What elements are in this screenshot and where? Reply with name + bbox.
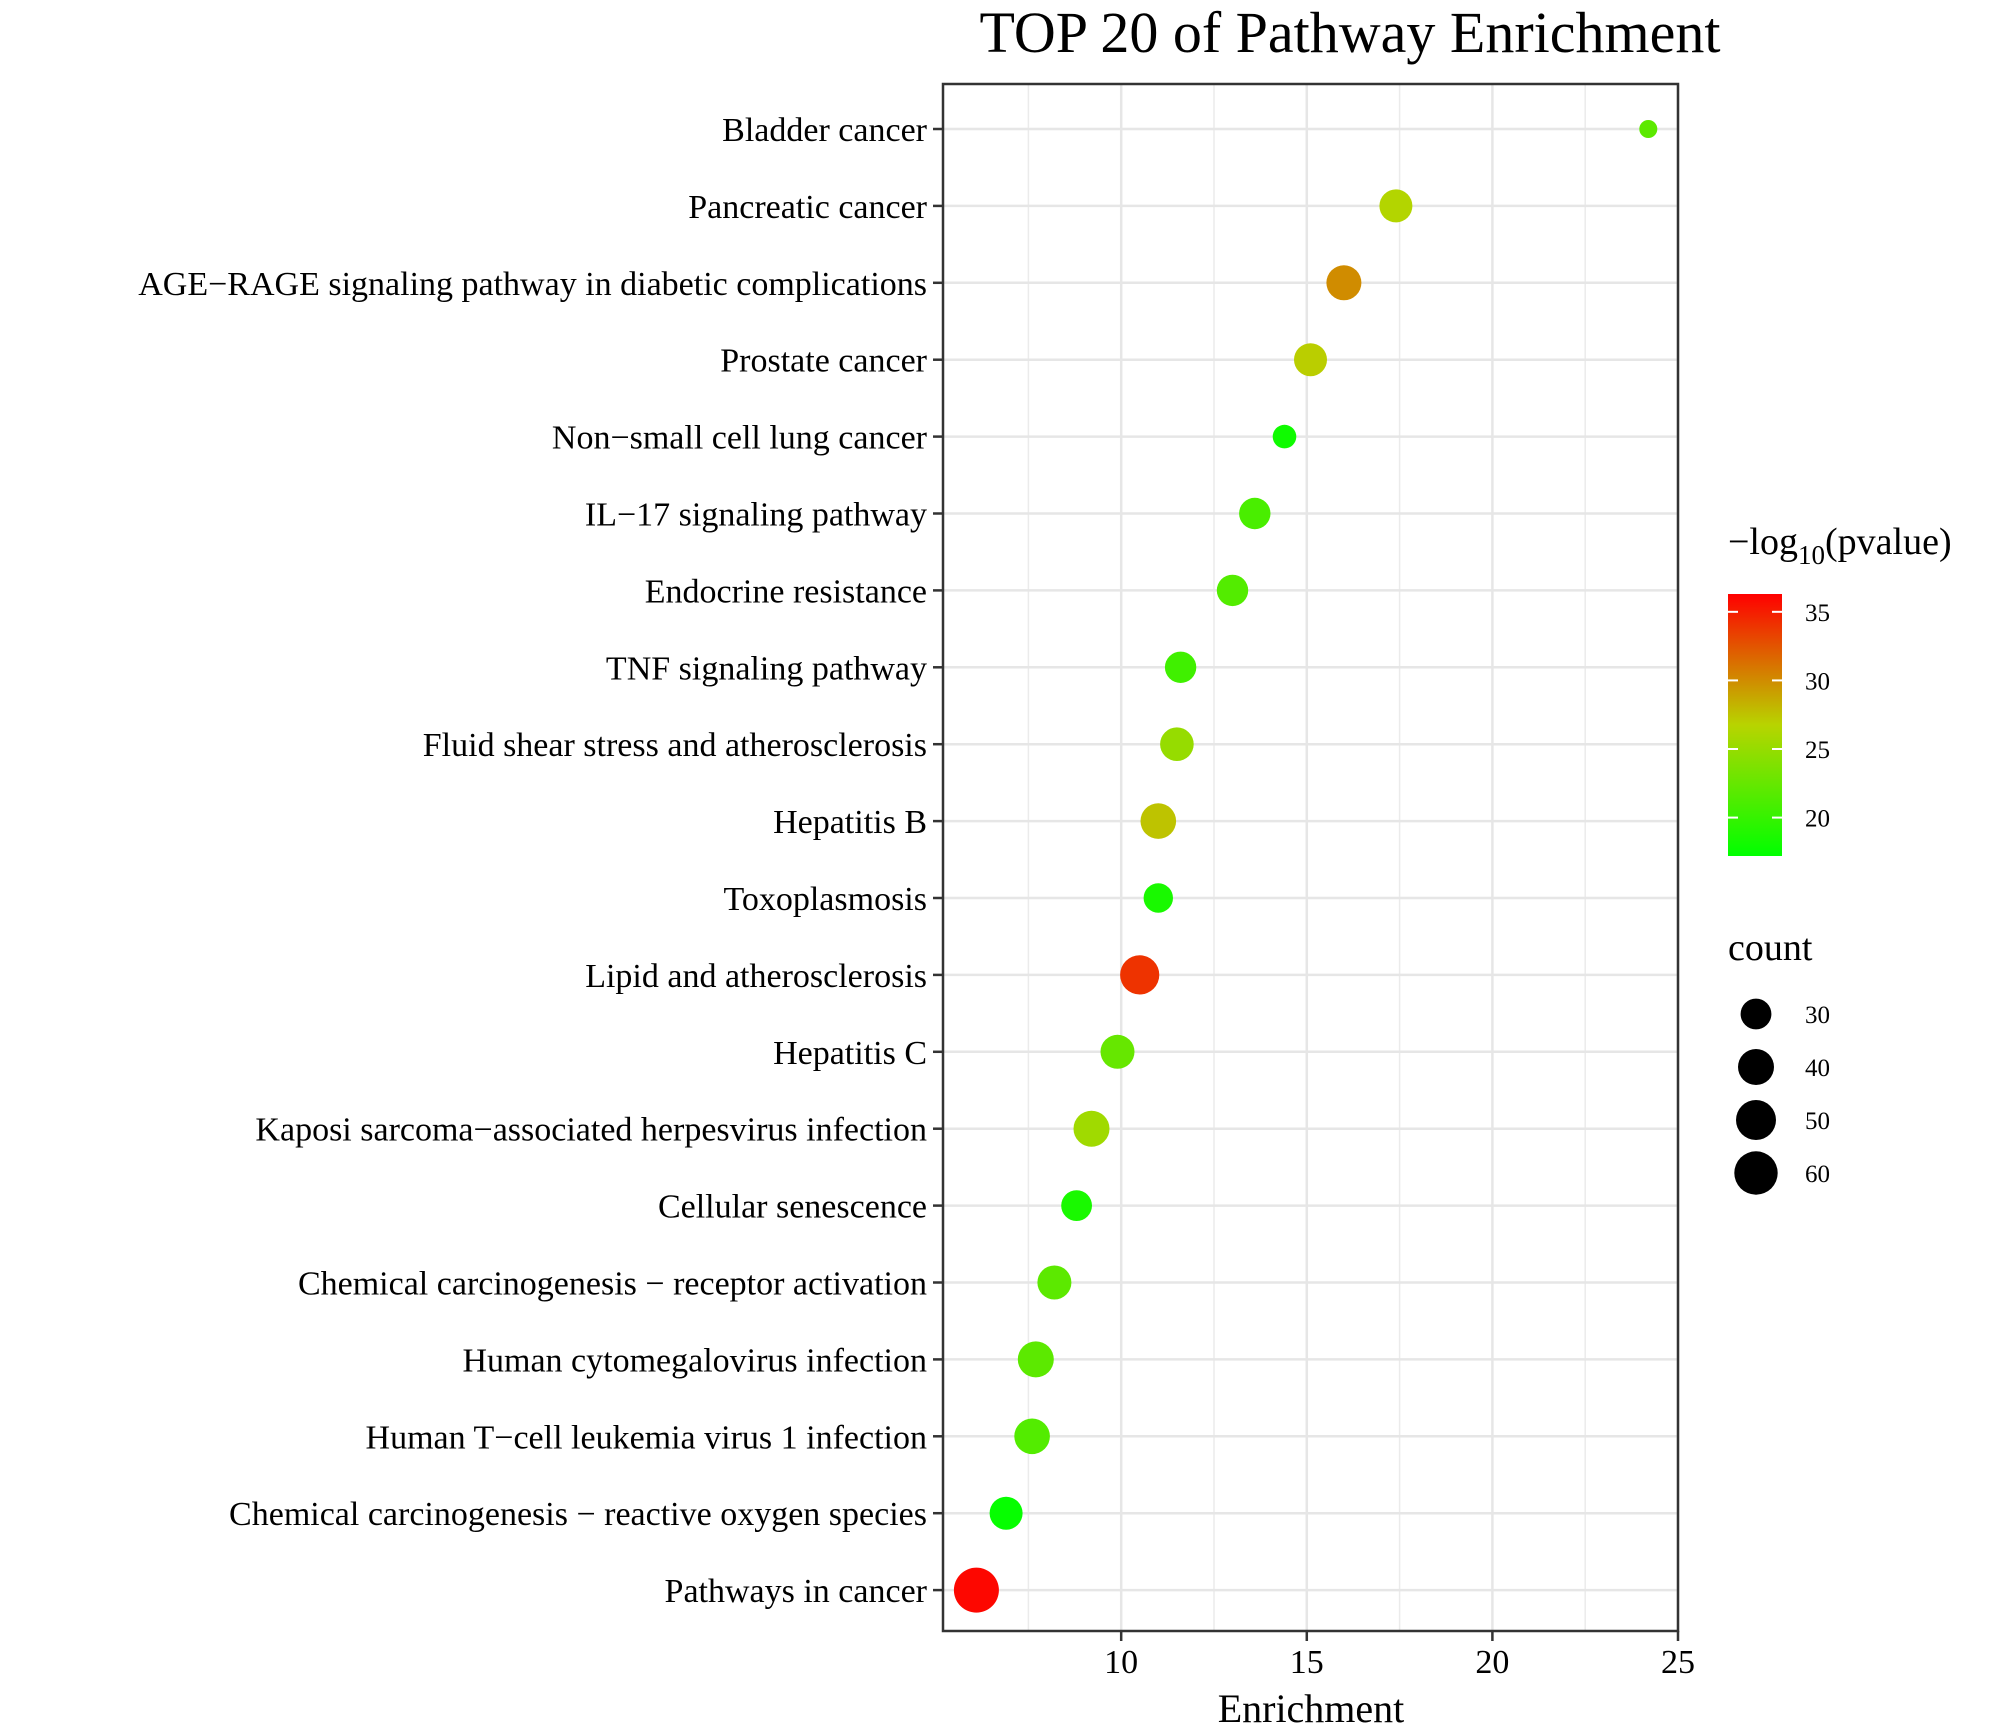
size-legend-label: 40 bbox=[1805, 1055, 1830, 1082]
panel-border bbox=[941, 82, 1680, 1633]
y-tick-label: Pancreatic cancer bbox=[688, 189, 927, 226]
data-point bbox=[1294, 343, 1327, 377]
y-tick-label: Kaposi sarcoma−associated herpesvirus in… bbox=[255, 1112, 927, 1149]
chart-title: TOP 20 of Pathway Enrichment bbox=[979, 0, 1720, 65]
color-legend-tick-label: 20 bbox=[1805, 806, 1830, 833]
y-tick-label: TNF signaling pathway bbox=[606, 650, 927, 687]
y-tick-label: Fluid shear stress and atherosclerosis bbox=[423, 727, 927, 764]
y-tick-label: Pathways in cancer bbox=[665, 1573, 928, 1610]
y-tick-label: Chemical carcinogenesis − receptor activ… bbox=[298, 1266, 927, 1303]
x-tick-label: 15 bbox=[1290, 1644, 1324, 1681]
y-tick-label: Endocrine resistance bbox=[645, 573, 927, 610]
data-point bbox=[1216, 574, 1249, 607]
x-tick-label: 10 bbox=[1104, 1644, 1138, 1681]
data-point bbox=[1061, 1190, 1092, 1221]
data-point bbox=[1379, 189, 1413, 223]
data-point bbox=[1272, 424, 1297, 449]
y-tick-label: Toxoplasmosis bbox=[723, 881, 927, 918]
size-legend-label: 30 bbox=[1805, 1002, 1830, 1029]
y-tick-label: Cellular senescence bbox=[658, 1189, 927, 1226]
y-tick-label: IL−17 signaling pathway bbox=[585, 497, 927, 534]
data-point bbox=[1073, 1110, 1110, 1147]
data-point bbox=[989, 1496, 1023, 1530]
color-legend-tick-label: 25 bbox=[1805, 737, 1830, 764]
size-legend-key bbox=[1736, 1100, 1776, 1140]
data-point bbox=[1014, 1418, 1050, 1455]
y-tick-label: Chemical carcinogenesis − reactive oxyge… bbox=[229, 1496, 927, 1533]
data-point bbox=[1326, 265, 1362, 301]
data-point bbox=[1100, 1034, 1135, 1069]
x-tick-label: 20 bbox=[1475, 1644, 1509, 1681]
plot-panel: Bladder cancer Pancreatic cancer AGE−RAGE … bbox=[138, 82, 1695, 1681]
size-legend-key bbox=[1734, 1151, 1778, 1195]
data-point bbox=[1017, 1341, 1054, 1378]
data-point bbox=[1037, 1265, 1072, 1300]
size-legend-title: count bbox=[1728, 927, 1813, 969]
panel-background bbox=[943, 84, 1678, 1631]
size-legend-label: 50 bbox=[1805, 1108, 1830, 1135]
y-tick-label: AGE−RAGE signaling pathway in diabetic c… bbox=[138, 266, 927, 303]
color-legend-tick-label: 30 bbox=[1805, 668, 1830, 695]
data-point bbox=[1160, 727, 1194, 761]
data-point bbox=[1639, 120, 1658, 138]
y-tick-label: Prostate cancer bbox=[720, 343, 927, 380]
color-legend-title: −log10(pvalue) bbox=[1728, 521, 1952, 570]
data-point bbox=[1120, 955, 1160, 995]
data-point bbox=[1143, 883, 1174, 913]
data-point bbox=[1239, 497, 1271, 530]
size-legend-key bbox=[1740, 998, 1772, 1030]
data-point bbox=[1140, 803, 1177, 839]
y-tick-label: Hepatitis C bbox=[773, 1035, 927, 1072]
size-legend-key bbox=[1738, 1049, 1774, 1085]
y-tick-label: Human cytomegalovirus infection bbox=[462, 1342, 927, 1379]
y-tick-label: Non−small cell lung cancer bbox=[552, 420, 928, 457]
data-point bbox=[953, 1567, 999, 1613]
data-point bbox=[1164, 651, 1197, 683]
y-tick-label: Hepatitis B bbox=[773, 804, 927, 841]
legend: −log10(pvalue) 20 25 30 35 count 30 40 50 60 bbox=[1728, 521, 1952, 1195]
size-legend-label: 60 bbox=[1805, 1161, 1830, 1188]
y-tick-label: Human T−cell leukemia virus 1 infection bbox=[366, 1419, 927, 1456]
color-legend-tick-label: 35 bbox=[1805, 600, 1830, 627]
y-tick-label: Bladder cancer bbox=[722, 112, 927, 149]
x-axis-title: Enrichment bbox=[1218, 1686, 1405, 1731]
y-tick-label: Lipid and atherosclerosis bbox=[585, 958, 927, 995]
color-legend-bar bbox=[1728, 594, 1782, 856]
x-tick-label: 25 bbox=[1661, 1644, 1695, 1681]
